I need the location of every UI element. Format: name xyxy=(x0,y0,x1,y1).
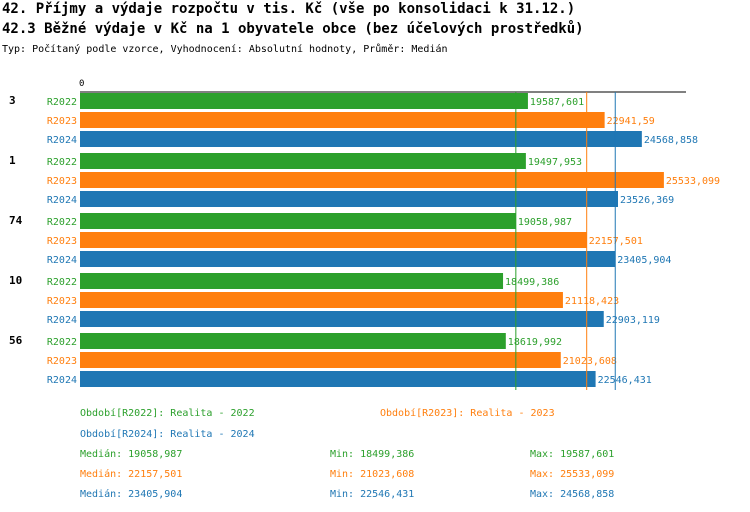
series-row-label: R2022 xyxy=(47,157,77,168)
bar-r2022 xyxy=(80,333,506,349)
bar-value-label: 18499,386 xyxy=(505,277,559,288)
series-row-label: R2023 xyxy=(47,176,77,187)
category-label: 74 xyxy=(9,214,23,227)
stat-median-r2023: Medián: 22157,501 xyxy=(80,469,183,480)
bar-r2024 xyxy=(80,311,604,327)
bar-value-label: 23526,369 xyxy=(620,195,674,206)
series-row-label: R2022 xyxy=(47,277,77,288)
chart-subtitle-title: 42.3 Běžné výdaje v Kč na 1 obyvatele ob… xyxy=(2,21,584,37)
bar-value-label: 23405,904 xyxy=(617,255,671,266)
bar-r2024 xyxy=(80,191,618,207)
category-label: 10 xyxy=(9,274,22,287)
series-row-label: R2023 xyxy=(47,296,77,307)
category-label: 56 xyxy=(9,334,23,347)
category-label: 3 xyxy=(9,94,16,107)
legend-period-r2023: Období[R2023]: Realita - 2023 xyxy=(380,408,555,419)
bar-r2024 xyxy=(80,251,616,267)
bar-r2023 xyxy=(80,112,605,128)
bar-r2022 xyxy=(80,213,516,229)
series-row-label: R2023 xyxy=(47,236,77,247)
series-row-label: R2024 xyxy=(47,135,77,146)
bar-value-label: 19058,987 xyxy=(518,217,572,228)
series-row-label: R2024 xyxy=(47,375,77,386)
bar-r2022 xyxy=(80,153,526,169)
legend-period-r2022: Období[R2022]: Realita - 2022 xyxy=(80,408,255,419)
category-label: 1 xyxy=(9,154,16,167)
series-row-label: R2023 xyxy=(47,116,77,127)
bar-chart: 0 3 R2022 19587,601 R2023 22941,59 R2024 24568,… xyxy=(9,79,720,390)
bar-value-label: 21023,608 xyxy=(563,356,617,367)
bar-value-label: 22546,431 xyxy=(598,375,652,386)
bar-value-label: 24568,858 xyxy=(644,135,698,146)
bar-value-label: 22903,119 xyxy=(606,315,660,326)
bar-r2023 xyxy=(80,352,561,368)
bar-r2023 xyxy=(80,232,587,248)
series-row-label: R2024 xyxy=(47,195,77,206)
bar-value-label: 22157,501 xyxy=(589,236,643,247)
bar-r2022 xyxy=(80,273,504,289)
bar-r2024 xyxy=(80,131,642,147)
legend-period-r2024: Období[R2024]: Realita - 2024 xyxy=(80,429,255,440)
bar-value-label: 25533,099 xyxy=(666,176,720,187)
stat-min-r2022: Min: 18499,386 xyxy=(330,449,415,460)
x-axis-zero-label: 0 xyxy=(79,79,84,89)
stat-max-r2023: Max: 25533,099 xyxy=(530,469,615,480)
series-row-label: R2024 xyxy=(47,315,77,326)
bar-r2024 xyxy=(80,371,596,387)
series-row-label: R2024 xyxy=(47,255,77,266)
series-row-label: R2023 xyxy=(47,356,77,367)
stat-max-r2022: Max: 19587,601 xyxy=(530,449,615,460)
bar-value-label: 19587,601 xyxy=(530,97,584,108)
series-row-label: R2022 xyxy=(47,97,77,108)
stat-median-r2022: Medián: 19058,987 xyxy=(80,449,183,460)
chart-type-note: Typ: Počítaný podle vzorce, Vyhodnocení:… xyxy=(2,44,448,55)
bar-value-label: 22941,59 xyxy=(607,116,655,127)
bar-r2022 xyxy=(80,93,528,109)
series-row-label: R2022 xyxy=(47,337,77,348)
stat-min-r2024: Min: 22546,431 xyxy=(330,489,415,500)
stat-median-r2024: Medián: 23405,904 xyxy=(80,489,183,500)
bar-value-label: 19497,953 xyxy=(528,157,582,168)
stat-min-r2023: Min: 21023,608 xyxy=(330,469,415,480)
bar-r2023 xyxy=(80,172,664,188)
bar-value-label: 18619,992 xyxy=(508,337,562,348)
stat-max-r2024: Max: 24568,858 xyxy=(530,489,615,500)
bar-r2023 xyxy=(80,292,563,308)
series-row-label: R2022 xyxy=(47,217,77,228)
bar-value-label: 21118,423 xyxy=(565,296,619,307)
chart-title: 42. Příjmy a výdaje rozpočtu v tis. Kč (… xyxy=(2,1,576,17)
